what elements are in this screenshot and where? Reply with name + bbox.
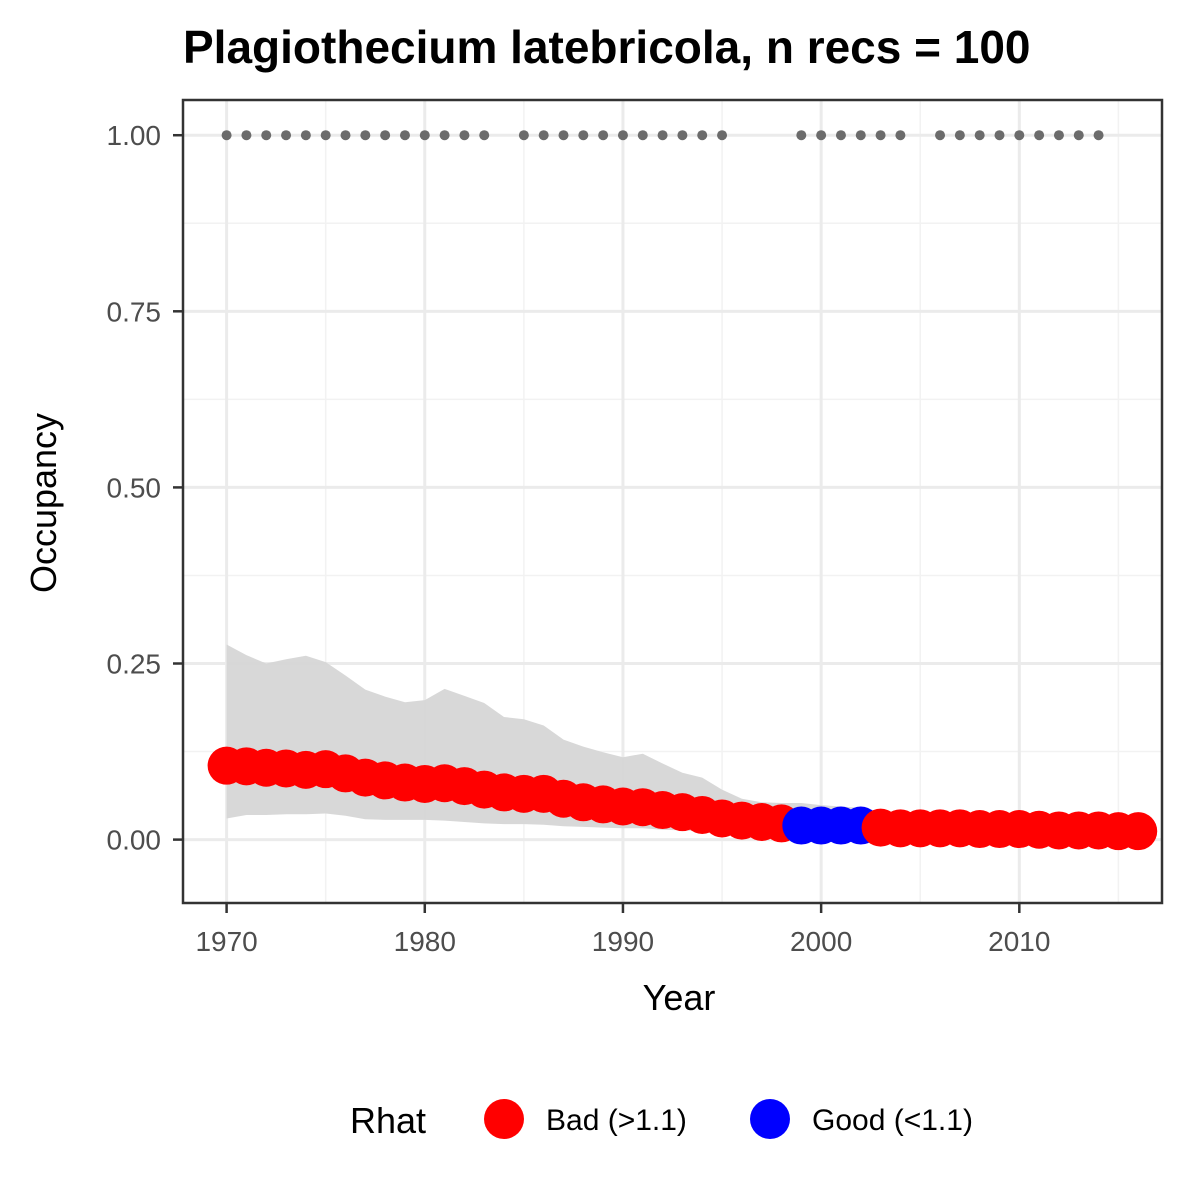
record-point	[558, 130, 569, 141]
legend-title: Rhat	[350, 1100, 426, 1141]
y-tick-label: 0.75	[107, 296, 162, 327]
y-axis: 0.00 0.25 0.50 0.75 1.00	[107, 120, 183, 856]
x-tick-label: 2000	[790, 926, 852, 957]
record-point	[241, 130, 252, 141]
y-tick-label: 0.00	[107, 825, 162, 856]
y-tick-label: 0.50	[107, 472, 162, 503]
x-tick-label: 1990	[592, 926, 654, 957]
record-point	[954, 130, 965, 141]
record-point	[617, 130, 628, 141]
y-tick-label: 0.25	[107, 649, 162, 680]
legend-key	[484, 1099, 524, 1139]
x-tick-label: 1970	[195, 926, 257, 957]
x-tick-label: 1980	[394, 926, 456, 957]
record-point	[717, 130, 728, 141]
record-point	[994, 130, 1005, 141]
record-point	[518, 130, 529, 141]
legend: Rhat Bad (>1.1) Good (<1.1)	[350, 1099, 973, 1141]
legend-key	[750, 1099, 790, 1139]
occupancy-point	[1119, 812, 1158, 851]
x-axis: 1970 1980 1990 2000 2010	[195, 903, 1050, 957]
record-point	[677, 130, 688, 141]
record-point	[895, 130, 906, 141]
record-point	[459, 130, 470, 141]
panel-border	[181, 98, 1164, 905]
y-axis-title: Occupancy	[23, 413, 64, 593]
record-point	[399, 130, 410, 141]
record-point	[419, 130, 430, 141]
record-point	[1034, 130, 1045, 141]
record-point	[300, 130, 311, 141]
record-point	[657, 130, 668, 141]
record-point	[1093, 130, 1104, 141]
x-axis-title: Year	[643, 977, 716, 1018]
y-tick-label: 1.00	[107, 120, 162, 151]
record-point	[697, 130, 708, 141]
record-point	[578, 130, 589, 141]
legend-label: Good (<1.1)	[812, 1104, 973, 1137]
plot-area	[181, 98, 1164, 905]
record-point	[320, 130, 331, 141]
record-point	[281, 130, 292, 141]
record-point	[439, 130, 450, 141]
record-point	[875, 130, 886, 141]
record-point	[816, 130, 827, 141]
record-point	[598, 130, 609, 141]
record-point	[974, 130, 985, 141]
record-point	[855, 130, 866, 141]
record-point	[479, 130, 490, 141]
record-point	[1053, 130, 1064, 141]
record-point	[380, 130, 391, 141]
record-point	[340, 130, 351, 141]
record-point	[538, 130, 549, 141]
record-point	[796, 130, 807, 141]
legend-label: Bad (>1.1)	[546, 1104, 687, 1137]
record-point	[261, 130, 272, 141]
record-point	[935, 130, 946, 141]
record-point	[1014, 130, 1025, 141]
x-tick-label: 2010	[988, 926, 1050, 957]
record-point	[637, 130, 648, 141]
record-point	[1073, 130, 1084, 141]
record-point	[221, 130, 232, 141]
record-point	[835, 130, 846, 141]
chart-title: Plagiothecium latebricola, n recs = 100	[183, 21, 1031, 73]
record-point	[360, 130, 371, 141]
